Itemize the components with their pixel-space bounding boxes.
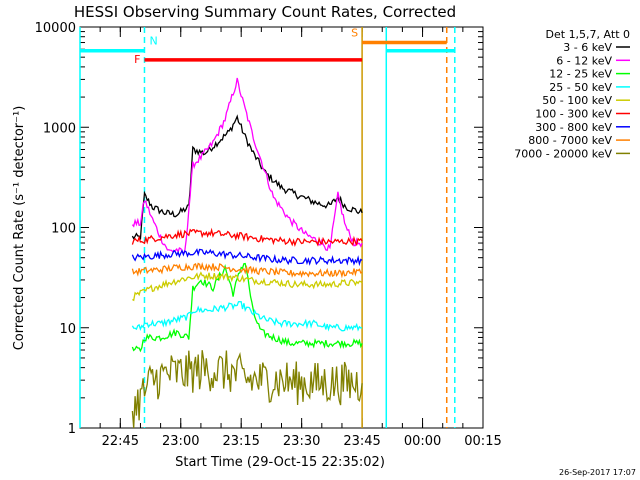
- x-tick-label: 22:45: [102, 434, 139, 449]
- series-line: [131, 300, 363, 332]
- x-axis-label: Start Time (29-Oct-15 22:35:02): [175, 455, 385, 470]
- series-line: [131, 350, 363, 429]
- flag-label: N: [149, 35, 157, 48]
- x-tick-label: 23:45: [343, 434, 380, 449]
- y-axis-label: Corrected Count Rate (s⁻¹ detector⁻¹): [12, 106, 27, 351]
- y-tick-label: 100: [51, 222, 76, 237]
- x-tick-label: 23:00: [162, 434, 199, 449]
- y-tick-label: 10: [59, 322, 76, 337]
- flag-label: S: [351, 27, 358, 40]
- series-line: [131, 77, 363, 255]
- footer-date: 26-Sep-2017 17:07: [559, 468, 636, 477]
- series-line: [132, 271, 363, 302]
- series-line: [131, 114, 363, 240]
- x-tick-label: 23:30: [283, 434, 320, 449]
- x-tick-label: 00:15: [464, 434, 501, 449]
- legend-label: 100 - 300 keV: [535, 108, 612, 121]
- legend-label: 6 - 12 keV: [556, 54, 612, 67]
- x-tick-label: 23:15: [222, 434, 259, 449]
- legend-label: 7000 - 20000 keV: [514, 147, 612, 160]
- legend-label: 3 - 6 keV: [563, 41, 612, 54]
- legend-label: 50 - 100 keV: [542, 94, 612, 107]
- y-tick-label: 1: [68, 422, 76, 437]
- flag-bars: FN S: [80, 27, 455, 66]
- legend-label: 800 - 7000 keV: [528, 134, 612, 147]
- x-tick-label: 00:00: [404, 434, 441, 449]
- series-line: [131, 227, 363, 247]
- flag-label: F: [134, 53, 140, 66]
- plot-frame: [79, 26, 484, 429]
- series-line: [131, 262, 363, 353]
- legend-label: 12 - 25 keV: [549, 68, 612, 81]
- legend-label: 25 - 50 keV: [549, 81, 612, 94]
- y-tick-label: 1000: [43, 121, 76, 136]
- chart-title: HESSI Observing Summary Count Rates, Cor…: [74, 3, 456, 21]
- legend-label: 300 - 800 keV: [535, 121, 612, 134]
- y-tick-label: 10000: [35, 21, 76, 36]
- legend-header: Det 1,5,7, Att 0: [546, 28, 630, 41]
- time-markers: [79, 27, 456, 428]
- series-line: [131, 261, 363, 279]
- series-layer: [131, 77, 363, 429]
- series-line: [131, 248, 363, 267]
- ticks-layer: 1 10 100 1000 10000 22:45 23:00 23:15 23:30 23:45…: [35, 21, 502, 449]
